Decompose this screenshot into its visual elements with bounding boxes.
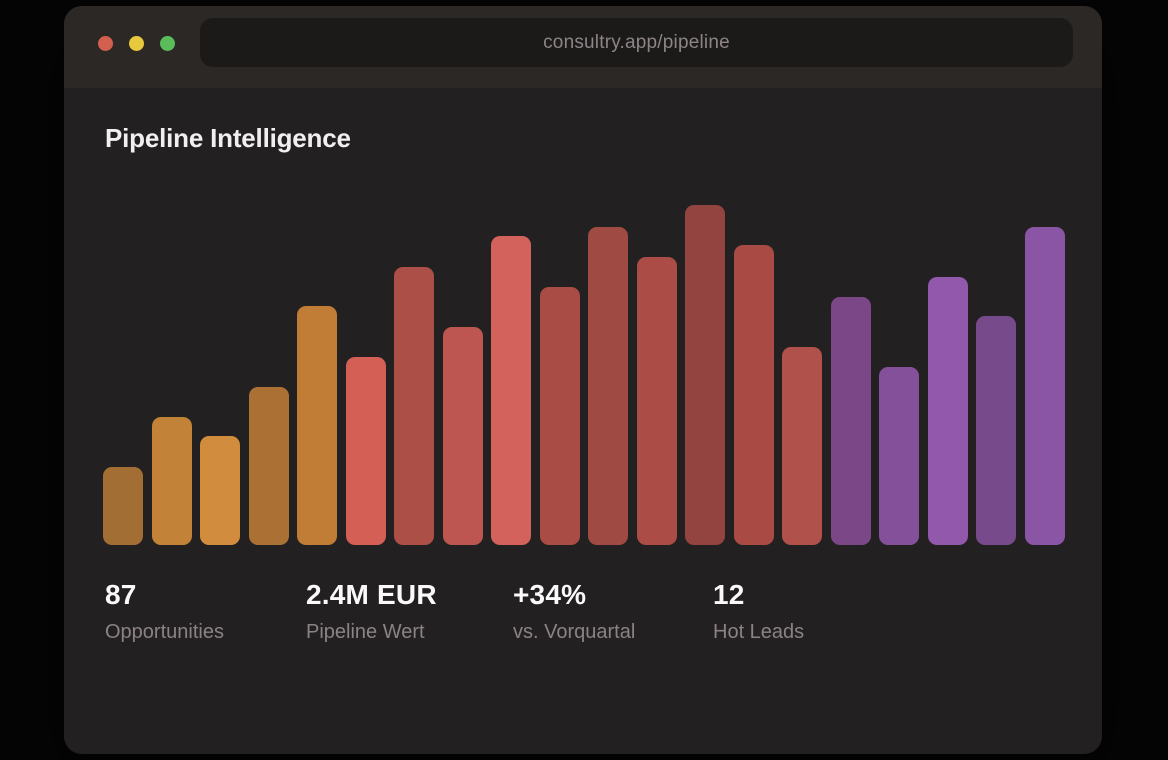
stat-value: +34% bbox=[513, 579, 587, 610]
stat-vs-previous-quarter: +34% vs. Vorquartal bbox=[513, 578, 635, 644]
chart-bar bbox=[442, 327, 483, 545]
stat-value: 2.4M EUR bbox=[306, 579, 437, 610]
chart-bar bbox=[539, 287, 580, 545]
stat-pipeline-value: 2.4M EUR Pipeline Wert bbox=[306, 578, 437, 644]
chart-bar bbox=[636, 257, 677, 545]
chart-bar bbox=[103, 467, 143, 545]
minimize-button[interactable] bbox=[129, 36, 144, 51]
chart-bar bbox=[491, 236, 532, 545]
chart-bar bbox=[782, 347, 823, 545]
stat-label: Pipeline Wert bbox=[306, 621, 425, 643]
chart-bar bbox=[394, 267, 435, 545]
address-bar[interactable]: consultry.app/pipeline bbox=[200, 18, 1073, 67]
stat-value: 87 bbox=[105, 579, 137, 610]
page-content: Pipeline Intelligence 87 Opportunities 2… bbox=[64, 88, 1102, 754]
stat-label: Hot Leads bbox=[713, 621, 805, 643]
chart-bar bbox=[588, 227, 629, 545]
browser-window: consultry.app/pipeline Pipeline Intellig… bbox=[64, 6, 1102, 754]
url-text: consultry.app/pipeline bbox=[543, 31, 730, 53]
chart-bar bbox=[297, 306, 338, 545]
chart-bar bbox=[927, 277, 968, 545]
stat-label: vs. Vorquartal bbox=[513, 621, 636, 643]
chart-bar bbox=[200, 436, 241, 545]
stat-value: 12 bbox=[713, 579, 745, 610]
chart-bar bbox=[976, 316, 1017, 545]
chart-bar bbox=[248, 387, 289, 545]
stat-label: Opportunities bbox=[105, 621, 224, 643]
stats-row: 87 Opportunities 2.4M EUR Pipeline Wert … bbox=[64, 578, 1102, 688]
browser-chrome: consultry.app/pipeline bbox=[64, 6, 1102, 88]
chart-bar bbox=[151, 417, 192, 545]
close-button[interactable] bbox=[98, 36, 113, 51]
pipeline-bar-chart bbox=[103, 205, 1065, 545]
window-controls bbox=[98, 36, 175, 51]
stat-hot-leads: 12 Hot Leads bbox=[713, 578, 804, 644]
stat-opportunities: 87 Opportunities bbox=[105, 578, 224, 644]
chart-bar bbox=[830, 297, 871, 545]
chart-bar bbox=[345, 357, 386, 545]
chart-bar bbox=[685, 205, 726, 545]
page-title: Pipeline Intelligence bbox=[105, 123, 351, 153]
chart-bar bbox=[1024, 227, 1065, 545]
chart-bar bbox=[733, 245, 774, 545]
zoom-button[interactable] bbox=[160, 36, 175, 51]
chart-bar bbox=[879, 367, 920, 545]
